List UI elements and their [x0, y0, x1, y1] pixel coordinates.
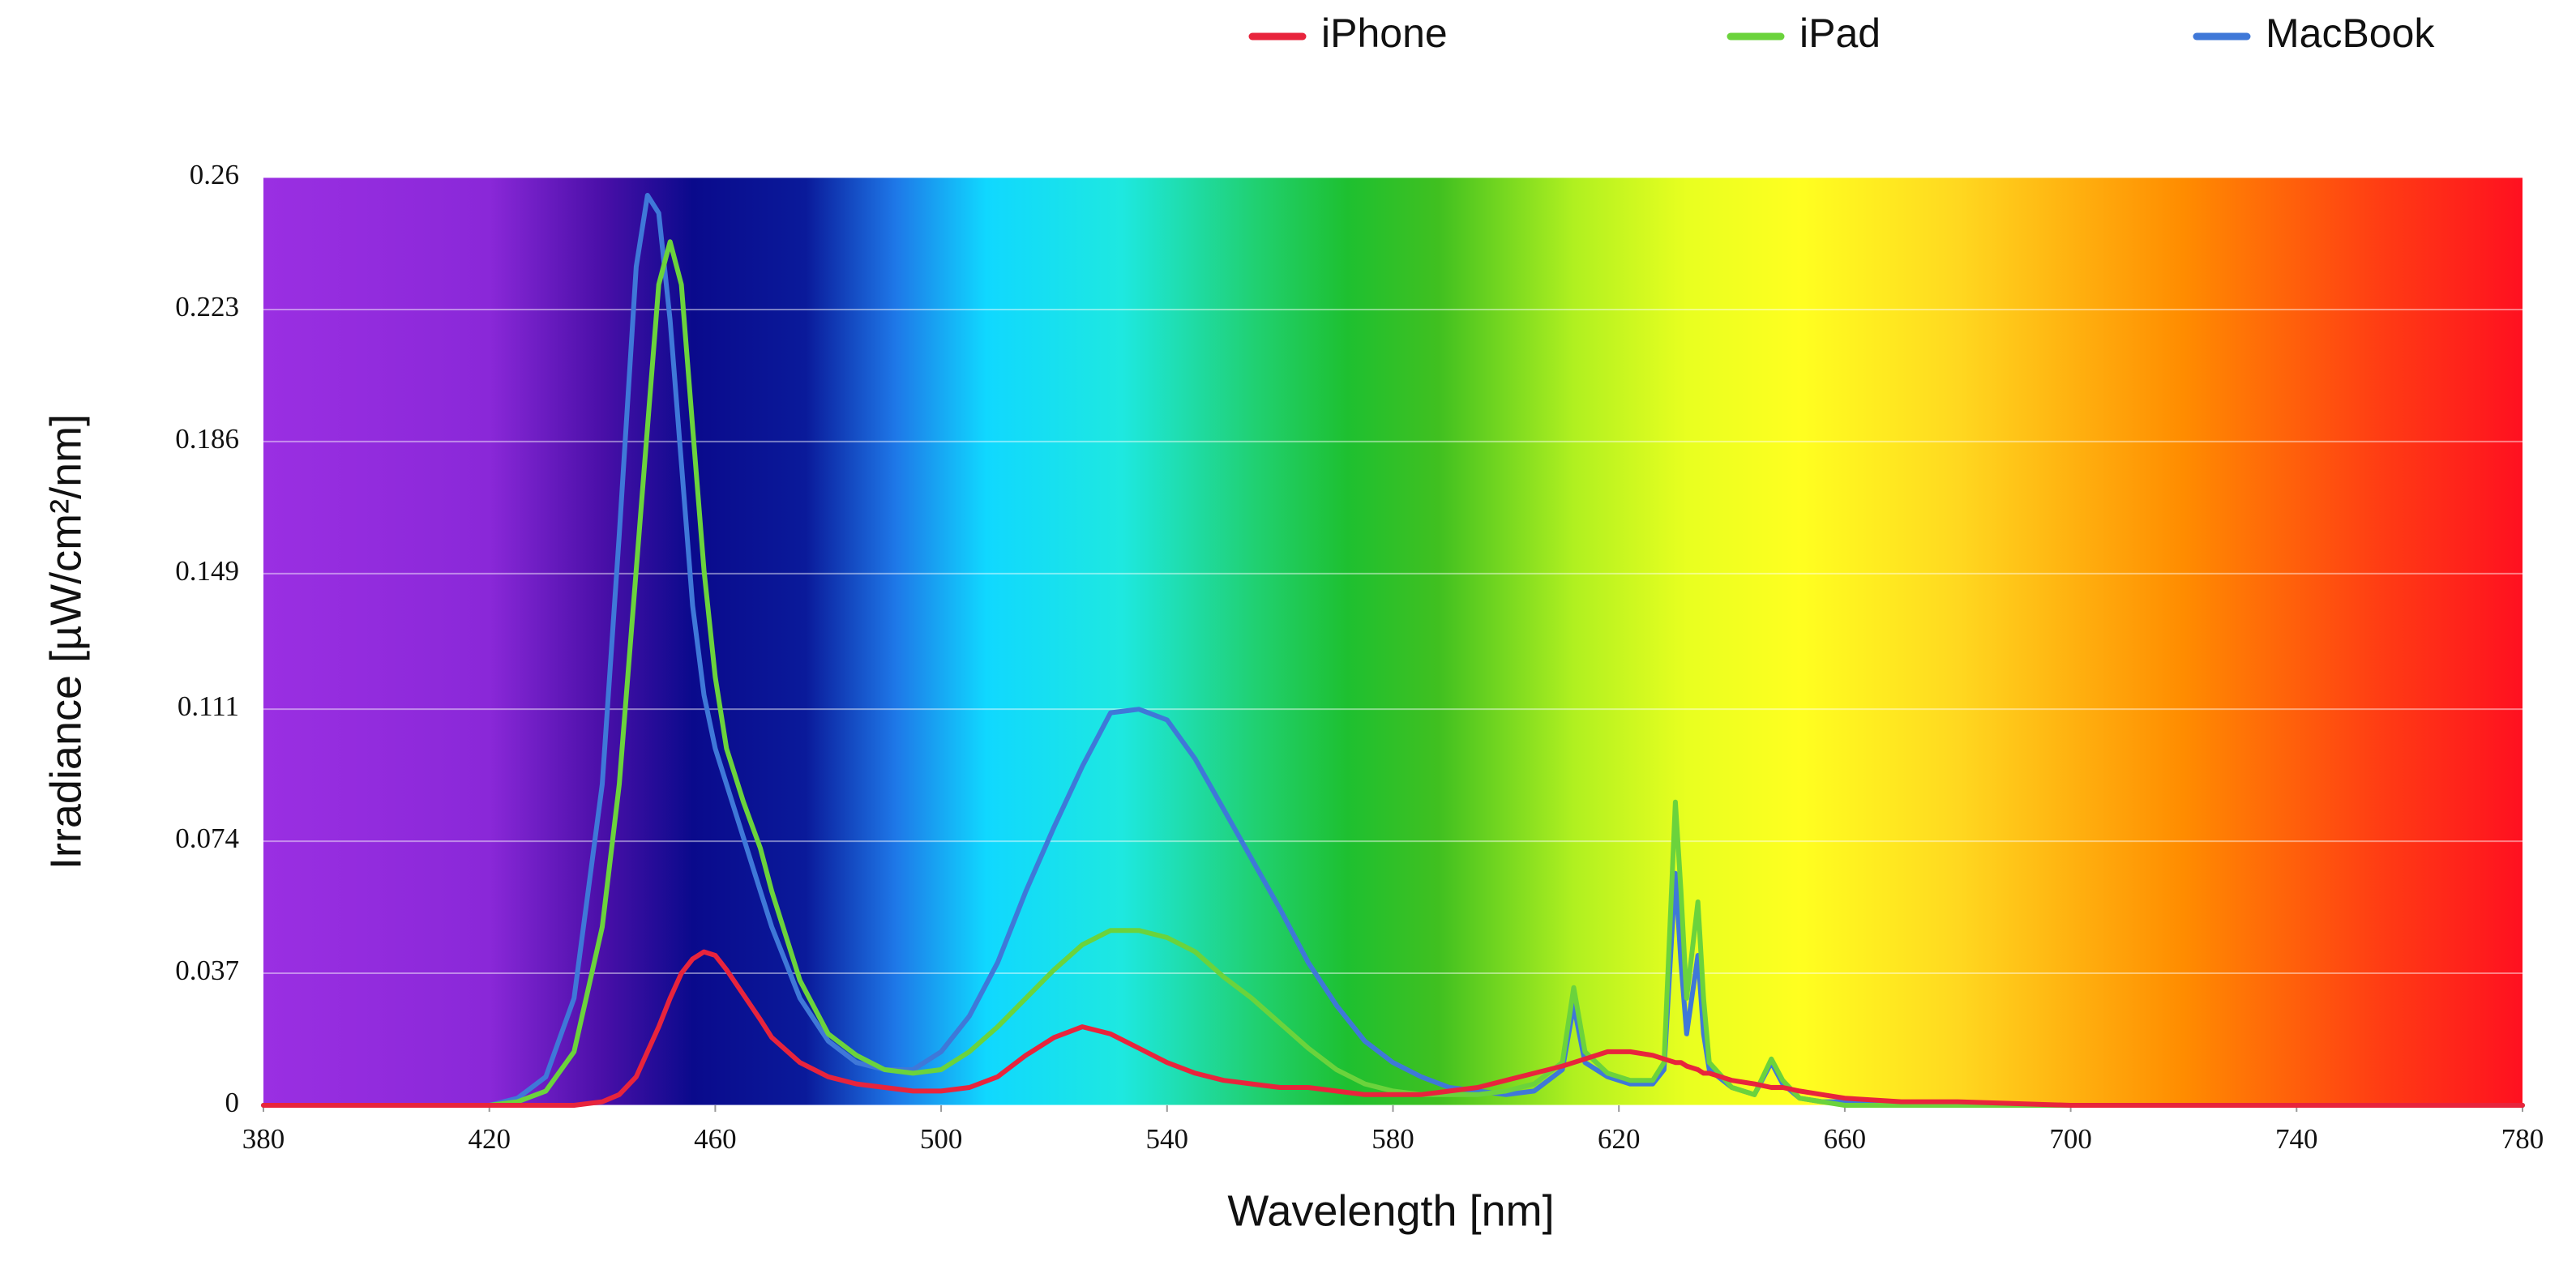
x-tick-label: 660: [1824, 1123, 1867, 1155]
y-tick-label: 0.223: [175, 291, 239, 323]
series-line: [261, 239, 2525, 1108]
x-tick-label: 580: [1371, 1123, 1414, 1155]
x-tick-label: 780: [2501, 1123, 2544, 1155]
y-tick-label: 0.111: [178, 690, 239, 722]
x-tick-label: 740: [2275, 1123, 2318, 1155]
y-tick-label: 0.149: [175, 555, 239, 587]
y-tick-label: 0.186: [175, 423, 239, 455]
y-tick-label: 0.037: [175, 955, 239, 986]
x-tick-label: 540: [1146, 1123, 1189, 1155]
y-tick-label: 0.074: [175, 822, 239, 854]
x-tick-label: 380: [242, 1123, 285, 1155]
x-axis-title: Wavelength [nm]: [1227, 1186, 1554, 1235]
y-tick-label: 0: [225, 1087, 240, 1118]
y-tick-label: 0.26: [190, 159, 239, 190]
x-tick-label: 460: [694, 1123, 737, 1155]
plot-background: [263, 177, 2523, 1105]
x-tick-label: 700: [2049, 1123, 2092, 1155]
x-tick-label: 500: [920, 1123, 963, 1155]
x-tick-label: 620: [1598, 1123, 1641, 1155]
legend-label: iPhone: [1321, 11, 1448, 56]
x-tick-label: 420: [468, 1123, 511, 1155]
legend-label: iPad: [1799, 11, 1881, 56]
series-line: [261, 949, 2525, 1108]
y-axis-title: Irradiance [µW/cm²/nm]: [41, 414, 90, 870]
legend-label: MacBook: [2266, 11, 2435, 56]
